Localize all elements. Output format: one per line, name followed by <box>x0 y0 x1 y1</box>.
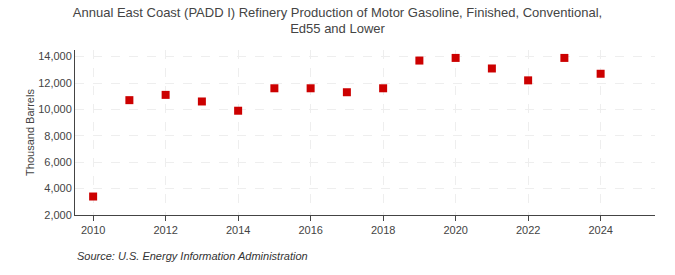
svg-text:2,000: 2,000 <box>44 209 72 221</box>
svg-text:8,000: 8,000 <box>44 130 72 142</box>
svg-text:4,000: 4,000 <box>44 182 72 194</box>
svg-text:Thousand Barrels: Thousand Barrels <box>24 89 36 176</box>
svg-text:2014: 2014 <box>226 224 250 236</box>
svg-text:2018: 2018 <box>371 224 395 236</box>
svg-text:14,000: 14,000 <box>38 50 72 62</box>
svg-text:Source: U.S. Energy Informatio: Source: U.S. Energy Information Administ… <box>77 250 308 262</box>
svg-text:2024: 2024 <box>588 224 612 236</box>
svg-text:10,000: 10,000 <box>38 103 72 115</box>
svg-text:2016: 2016 <box>298 224 322 236</box>
svg-text:Annual East Coast (PADD I) Ref: Annual East Coast (PADD I) Refinery Prod… <box>73 5 602 37</box>
svg-text:2020: 2020 <box>443 224 467 236</box>
svg-text:2012: 2012 <box>153 224 177 236</box>
svg-text:12,000: 12,000 <box>38 77 72 89</box>
svg-text:2022: 2022 <box>516 224 540 236</box>
svg-text:2010: 2010 <box>81 224 105 236</box>
svg-text:6,000: 6,000 <box>44 156 72 168</box>
